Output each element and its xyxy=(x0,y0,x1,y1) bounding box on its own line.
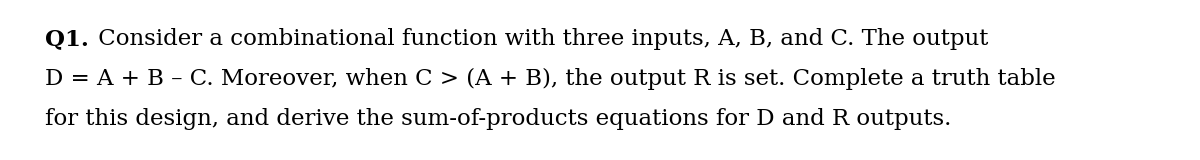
Text: D = A + B – C. Moreover, when C > (A + B), the output R is set. Complete a truth: D = A + B – C. Moreover, when C > (A + B… xyxy=(46,68,1056,90)
Text: Q1.: Q1. xyxy=(46,28,89,50)
Text: Consider a combinational function with three inputs, A, B, and C. The output: Consider a combinational function with t… xyxy=(91,28,988,50)
Text: for this design, and derive the sum-of-products equations for D and R outputs.: for this design, and derive the sum-of-p… xyxy=(46,108,952,130)
